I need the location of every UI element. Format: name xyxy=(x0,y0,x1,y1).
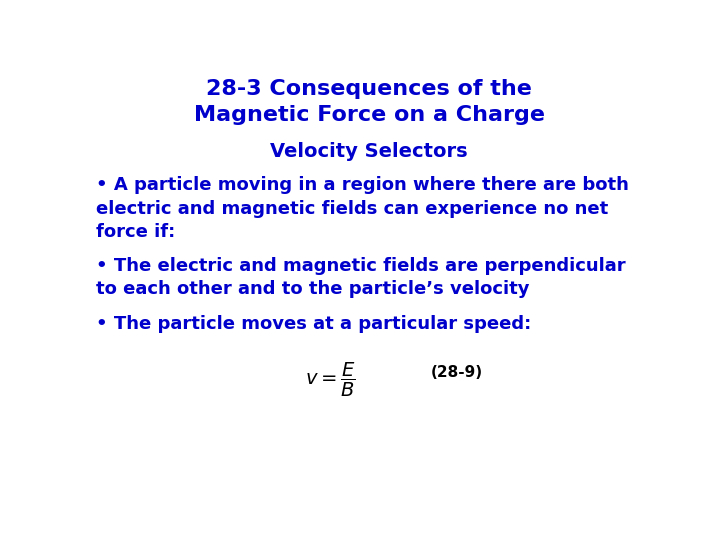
Text: to each other and to the particle’s velocity: to each other and to the particle’s velo… xyxy=(96,280,530,299)
Text: • The particle moves at a particular speed:: • The particle moves at a particular spe… xyxy=(96,315,531,333)
Text: • The electric and magnetic fields are perpendicular: • The electric and magnetic fields are p… xyxy=(96,257,626,275)
Text: (28-9): (28-9) xyxy=(431,365,483,380)
Text: 28-3 Consequences of the: 28-3 Consequences of the xyxy=(206,79,532,99)
Text: $v = \dfrac{E}{B}$: $v = \dfrac{E}{B}$ xyxy=(305,361,356,399)
Text: Magnetic Force on a Charge: Magnetic Force on a Charge xyxy=(194,105,544,125)
Text: • A particle moving in a region where there are both: • A particle moving in a region where th… xyxy=(96,177,629,194)
Text: force if:: force if: xyxy=(96,222,176,241)
Text: Velocity Selectors: Velocity Selectors xyxy=(270,142,468,161)
Text: electric and magnetic fields can experience no net: electric and magnetic fields can experie… xyxy=(96,200,608,218)
